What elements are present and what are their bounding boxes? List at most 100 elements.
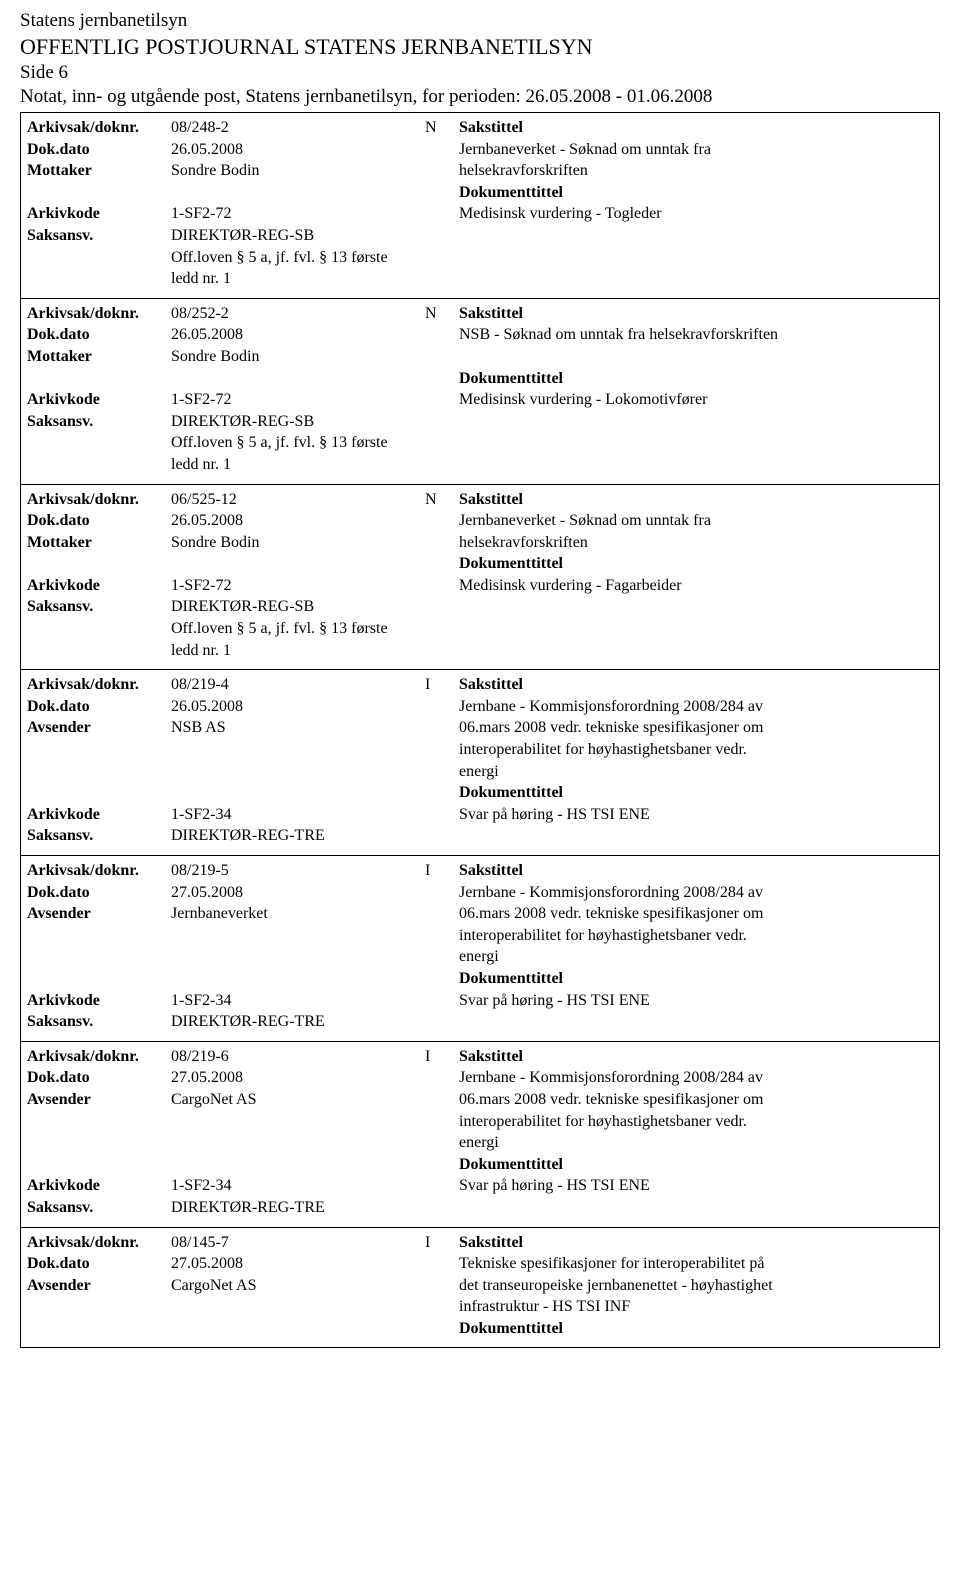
dokdato-label: Dok.dato bbox=[27, 510, 167, 532]
doc-flag: N bbox=[425, 117, 455, 139]
saksansv-value: DIREKTØR-REG-TRE bbox=[171, 1197, 421, 1219]
sakstittel-label: Sakstittel bbox=[459, 489, 933, 511]
sakstittel-text: interoperabilitet for høyhastighetsbaner… bbox=[459, 1111, 933, 1133]
doknr-value: 08/145-7 bbox=[171, 1232, 421, 1254]
party-value: NSB AS bbox=[171, 717, 421, 739]
sakstittel-text: Jernbane - Kommisjonsforordning 2008/284… bbox=[459, 696, 933, 718]
party-label: Avsender bbox=[27, 1275, 167, 1297]
arkivsak-label: Arkivsak/doknr. bbox=[27, 674, 167, 696]
party-label: Mottaker bbox=[27, 160, 167, 182]
header-page: Side 6 bbox=[20, 62, 940, 84]
doknr-value: 08/248-2 bbox=[171, 117, 421, 139]
sakstittel-text: Jernbaneverket - Søknad om unntak fra bbox=[459, 139, 933, 161]
doknr-value: 06/525-12 bbox=[171, 489, 421, 511]
arkivkode-label: Arkivkode bbox=[27, 575, 167, 597]
dokdato-label: Dok.dato bbox=[27, 696, 167, 718]
dokumenttittel-label: Dokumenttittel bbox=[459, 182, 933, 204]
party-value: Jernbaneverket bbox=[171, 903, 421, 925]
saksansv-label: Saksansv. bbox=[27, 411, 167, 433]
extra-line: ledd nr. 1 bbox=[171, 268, 421, 290]
saksansv-label: Saksansv. bbox=[27, 1011, 167, 1033]
party-value: CargoNet AS bbox=[171, 1089, 421, 1111]
party-label: Mottaker bbox=[27, 532, 167, 554]
dokdato-value: 27.05.2008 bbox=[171, 882, 421, 904]
sakstittel-text: 06.mars 2008 vedr. tekniske spesifikasjo… bbox=[459, 717, 933, 739]
sakstittel-text: helsekravforskriften bbox=[459, 160, 933, 182]
dokumenttittel-text: Svar på høring - HS TSI ENE bbox=[459, 1175, 933, 1197]
arkivkode-value: 1-SF2-34 bbox=[171, 990, 421, 1012]
doknr-value: 08/252-2 bbox=[171, 303, 421, 325]
doc-flag: I bbox=[425, 1232, 455, 1254]
doc-flag: I bbox=[425, 674, 455, 696]
dokumenttittel-text: Medisinsk vurdering - Togleder bbox=[459, 203, 933, 225]
dokdato-value: 27.05.2008 bbox=[171, 1253, 421, 1275]
arkivkode-value: 1-SF2-72 bbox=[171, 203, 421, 225]
party-value: Sondre Bodin bbox=[171, 532, 421, 554]
sakstittel-text: det transeuropeiske jernbanenettet - høy… bbox=[459, 1275, 933, 1297]
sakstittel-text: energi bbox=[459, 946, 933, 968]
party-value: Sondre Bodin bbox=[171, 346, 421, 368]
saksansv-label: Saksansv. bbox=[27, 825, 167, 847]
journal-entry: Arkivsak/doknr.08/145-7ISakstittelDok.da… bbox=[20, 1228, 940, 1349]
header-title: OFFENTLIG POSTJOURNAL STATENS JERNBANETI… bbox=[20, 34, 940, 60]
extra-line: ledd nr. 1 bbox=[171, 640, 421, 662]
saksansv-value: DIREKTØR-REG-SB bbox=[171, 411, 421, 433]
saksansv-label: Saksansv. bbox=[27, 225, 167, 247]
extra-line: Off.loven § 5 a, jf. fvl. § 13 første bbox=[171, 247, 421, 269]
party-label: Mottaker bbox=[27, 346, 167, 368]
sakstittel-text: infrastruktur - HS TSI INF bbox=[459, 1296, 933, 1318]
dokdato-value: 27.05.2008 bbox=[171, 1067, 421, 1089]
dokumenttittel-label: Dokumenttittel bbox=[459, 782, 933, 804]
dokumenttittel-label: Dokumenttittel bbox=[459, 1318, 933, 1340]
dokumenttittel-text: Svar på høring - HS TSI ENE bbox=[459, 804, 933, 826]
sakstittel-text: energi bbox=[459, 1132, 933, 1154]
extra-line: Off.loven § 5 a, jf. fvl. § 13 første bbox=[171, 432, 421, 454]
saksansv-value: DIREKTØR-REG-SB bbox=[171, 596, 421, 618]
dokumenttittel-label: Dokumenttittel bbox=[459, 1154, 933, 1176]
journal-entry: Arkivsak/doknr.08/248-2NSakstittelDok.da… bbox=[20, 112, 940, 299]
arkivkode-value: 1-SF2-72 bbox=[171, 389, 421, 411]
saksansv-value: DIREKTØR-REG-TRE bbox=[171, 1011, 421, 1033]
sakstittel-text: 06.mars 2008 vedr. tekniske spesifikasjo… bbox=[459, 1089, 933, 1111]
entries-list: Arkivsak/doknr.08/248-2NSakstittelDok.da… bbox=[20, 112, 940, 1348]
sakstittel-text: Tekniske spesifikasjoner for interoperab… bbox=[459, 1253, 933, 1275]
journal-entry: Arkivsak/doknr.08/252-2NSakstittelDok.da… bbox=[20, 299, 940, 485]
party-label: Avsender bbox=[27, 717, 167, 739]
extra-line: Off.loven § 5 a, jf. fvl. § 13 første bbox=[171, 618, 421, 640]
saksansv-value: DIREKTØR-REG-TRE bbox=[171, 825, 421, 847]
arkivkode-value: 1-SF2-72 bbox=[171, 575, 421, 597]
sakstittel-label: Sakstittel bbox=[459, 860, 933, 882]
sakstittel-text: interoperabilitet for høyhastighetsbaner… bbox=[459, 739, 933, 761]
dokdato-value: 26.05.2008 bbox=[171, 510, 421, 532]
arkivsak-label: Arkivsak/doknr. bbox=[27, 117, 167, 139]
extra-line: ledd nr. 1 bbox=[171, 454, 421, 476]
party-label: Avsender bbox=[27, 1089, 167, 1111]
saksansv-value: DIREKTØR-REG-SB bbox=[171, 225, 421, 247]
arkivkode-label: Arkivkode bbox=[27, 389, 167, 411]
sakstittel-label: Sakstittel bbox=[459, 1232, 933, 1254]
sakstittel-text: Jernbaneverket - Søknad om unntak fra bbox=[459, 510, 933, 532]
arkivkode-label: Arkivkode bbox=[27, 804, 167, 826]
sakstittel-label: Sakstittel bbox=[459, 1046, 933, 1068]
sakstittel-text: energi bbox=[459, 761, 933, 783]
party-label: Avsender bbox=[27, 903, 167, 925]
sakstittel-text: Jernbane - Kommisjonsforordning 2008/284… bbox=[459, 1067, 933, 1089]
journal-entry: Arkivsak/doknr.08/219-4ISakstittelDok.da… bbox=[20, 670, 940, 856]
arkivkode-value: 1-SF2-34 bbox=[171, 804, 421, 826]
doknr-value: 08/219-5 bbox=[171, 860, 421, 882]
arkivkode-label: Arkivkode bbox=[27, 990, 167, 1012]
dokumenttittel-text: Svar på høring - HS TSI ENE bbox=[459, 990, 933, 1012]
arkivsak-label: Arkivsak/doknr. bbox=[27, 303, 167, 325]
arkivsak-label: Arkivsak/doknr. bbox=[27, 1046, 167, 1068]
doc-flag: N bbox=[425, 303, 455, 325]
doknr-value: 08/219-6 bbox=[171, 1046, 421, 1068]
dokdato-value: 26.05.2008 bbox=[171, 324, 421, 346]
dokumenttittel-label: Dokumenttittel bbox=[459, 553, 933, 575]
arkivkode-label: Arkivkode bbox=[27, 1175, 167, 1197]
dokdato-label: Dok.dato bbox=[27, 139, 167, 161]
dokdato-label: Dok.dato bbox=[27, 1253, 167, 1275]
saksansv-label: Saksansv. bbox=[27, 1197, 167, 1219]
arkivsak-label: Arkivsak/doknr. bbox=[27, 489, 167, 511]
journal-entry: Arkivsak/doknr.08/219-5ISakstittelDok.da… bbox=[20, 856, 940, 1042]
doc-flag: I bbox=[425, 860, 455, 882]
